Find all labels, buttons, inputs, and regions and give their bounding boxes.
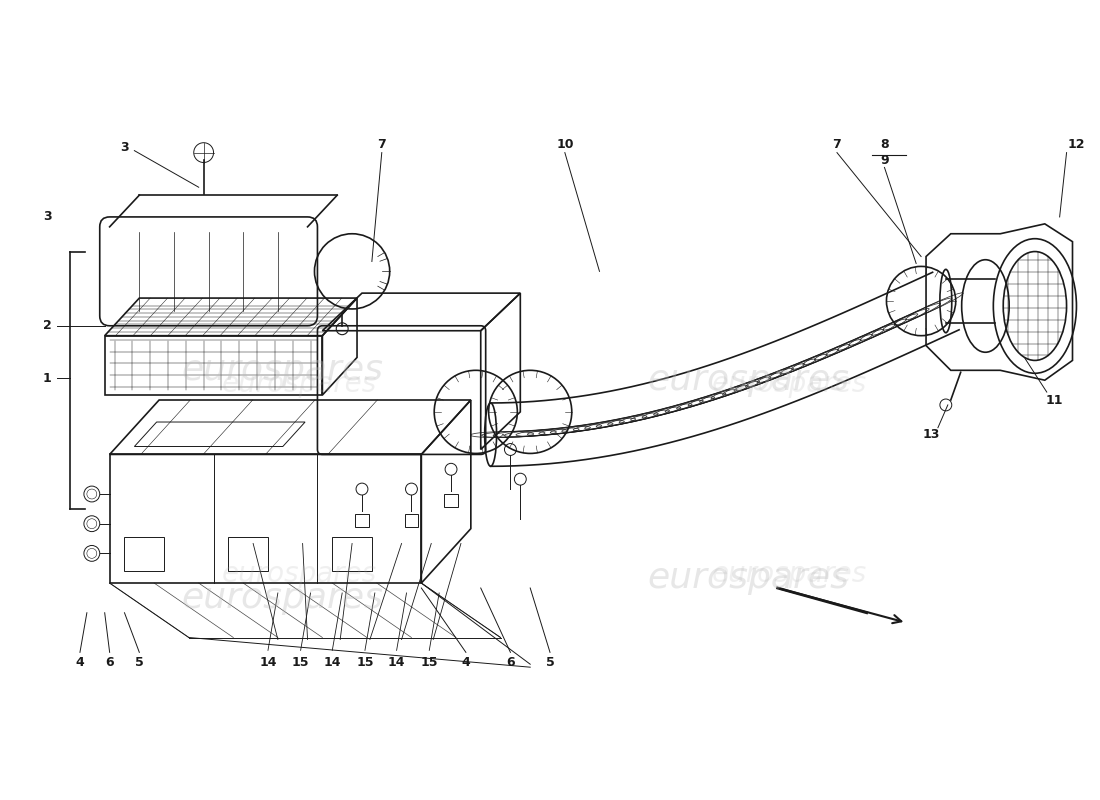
- Text: eurospares: eurospares: [712, 370, 867, 398]
- Text: 13: 13: [922, 428, 939, 441]
- Text: eurospares: eurospares: [182, 354, 384, 387]
- Text: 14: 14: [260, 656, 277, 669]
- Text: 11: 11: [1046, 394, 1064, 406]
- Text: 6: 6: [106, 656, 114, 669]
- Text: eurospares: eurospares: [222, 560, 377, 588]
- Text: eurospares: eurospares: [222, 370, 377, 398]
- Text: 7: 7: [377, 138, 386, 151]
- Text: eurospares: eurospares: [647, 363, 849, 398]
- Text: eurospares: eurospares: [712, 560, 867, 588]
- Text: eurospares: eurospares: [182, 581, 384, 615]
- Text: 7: 7: [833, 138, 842, 151]
- Text: 10: 10: [557, 138, 573, 151]
- Text: 4: 4: [462, 656, 471, 669]
- Text: 14: 14: [323, 656, 341, 669]
- Text: eurospares: eurospares: [647, 561, 849, 595]
- Text: 15: 15: [356, 656, 374, 669]
- Text: 1: 1: [43, 372, 52, 385]
- Text: 14: 14: [388, 656, 406, 669]
- Text: 5: 5: [546, 656, 554, 669]
- Text: 3: 3: [120, 141, 129, 154]
- Text: 3: 3: [43, 210, 52, 223]
- Text: 8: 8: [880, 138, 889, 151]
- Text: 15: 15: [292, 656, 309, 669]
- Text: 5: 5: [135, 656, 144, 669]
- Text: 12: 12: [1068, 138, 1086, 151]
- Text: 6: 6: [506, 656, 515, 669]
- Text: 4: 4: [76, 656, 85, 669]
- Text: 2: 2: [43, 319, 52, 332]
- Text: 9: 9: [880, 154, 889, 167]
- Text: 15: 15: [420, 656, 438, 669]
